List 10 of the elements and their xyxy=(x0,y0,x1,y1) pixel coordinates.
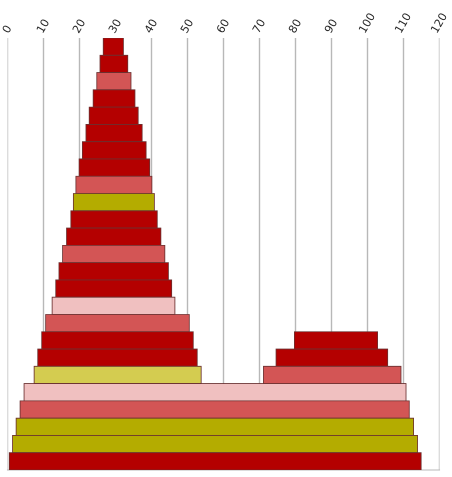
x-tick-label: 90 xyxy=(324,18,338,34)
x-tick-label: 80 xyxy=(288,18,302,34)
x-tick-label: 10 xyxy=(36,18,50,34)
x-tick-label: 60 xyxy=(216,18,230,34)
x-tick-label: 40 xyxy=(144,18,158,34)
x-tick-label: 20 xyxy=(72,18,86,34)
x-tick-label: 30 xyxy=(108,18,122,34)
x-tick-label: 70 xyxy=(252,18,266,34)
x-tick-label: 50 xyxy=(180,18,194,34)
x-tick-label: 0 xyxy=(2,24,12,34)
